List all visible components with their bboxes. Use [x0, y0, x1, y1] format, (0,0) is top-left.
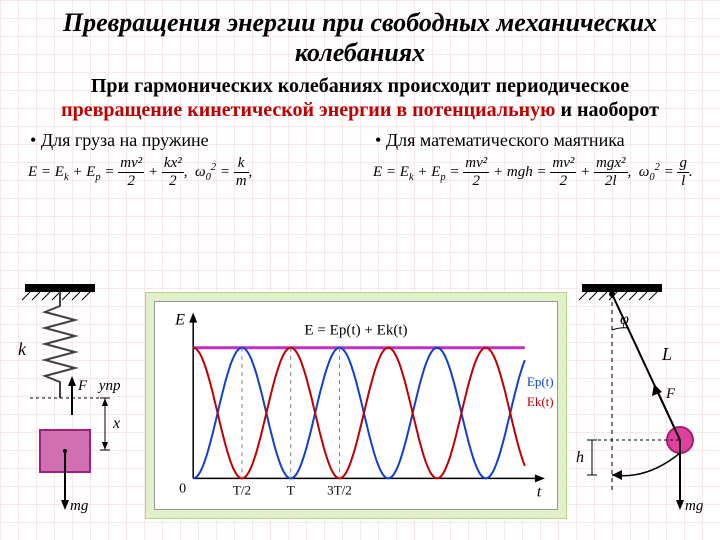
subtitle: При гармонических колебаниях происходит …	[30, 74, 690, 122]
page-title: Превращения энергии при свободных механи…	[30, 8, 690, 68]
svg-text:T: T	[287, 482, 295, 497]
svg-text:F⃗упр: F⃗упр	[77, 378, 121, 394]
svg-text:E: E	[174, 312, 185, 329]
label-pendulum: Для математического маятника	[375, 130, 700, 151]
svg-text:t: t	[537, 483, 542, 500]
svg-text:T/2: T/2	[233, 482, 251, 497]
diagram-spring-mass: k F⃗упр x mg⃗	[10, 280, 130, 530]
svg-text:φ: φ	[620, 311, 629, 328]
subtitle-part2: и наоборот	[555, 99, 658, 121]
svg-text:L: L	[661, 344, 672, 364]
svg-text:3T/2: 3T/2	[327, 482, 352, 497]
svg-text:Ep(t): Ep(t)	[527, 374, 554, 389]
subtitle-part1: При гармонических колебаниях происходит …	[91, 75, 629, 97]
col-spring: Для груза на пружине E = Ek + Ep = mv²2 …	[20, 128, 355, 190]
subtitle-red: превращение кинетической энергии в потен…	[61, 99, 555, 121]
formula-spring: E = Ek + Ep = mv²2 + kx²2, ω02 = km,	[28, 155, 355, 190]
svg-text:x: x	[112, 415, 120, 432]
diagram-pendulum: φ L F⃗ mg⃗ h	[572, 280, 712, 530]
svg-text:E = Ep(t) + Ek(t): E = Ep(t) + Ek(t)	[304, 323, 407, 339]
chart-energy: Et 0 E = Ep(t) + Ek(t) T/2 T 3T/2 Ep(t) Ek(t)	[145, 292, 567, 519]
svg-text:h: h	[576, 449, 584, 466]
formula-pendulum: E = Ek + Ep = mv²2 + mgh = mv²2 + mgx²2l…	[373, 155, 700, 190]
label-spring: Для груза на пружине	[30, 130, 355, 151]
svg-text:0: 0	[179, 480, 186, 496]
svg-text:Ek(t): Ek(t)	[527, 394, 554, 409]
svg-text:k: k	[18, 339, 27, 359]
svg-text:mg⃗: mg⃗	[685, 498, 712, 514]
svg-text:F⃗: F⃗	[665, 386, 687, 402]
svg-text:mg⃗: mg⃗	[70, 498, 100, 514]
col-pendulum: Для математического маятника E = Ek + Ep…	[365, 128, 700, 190]
